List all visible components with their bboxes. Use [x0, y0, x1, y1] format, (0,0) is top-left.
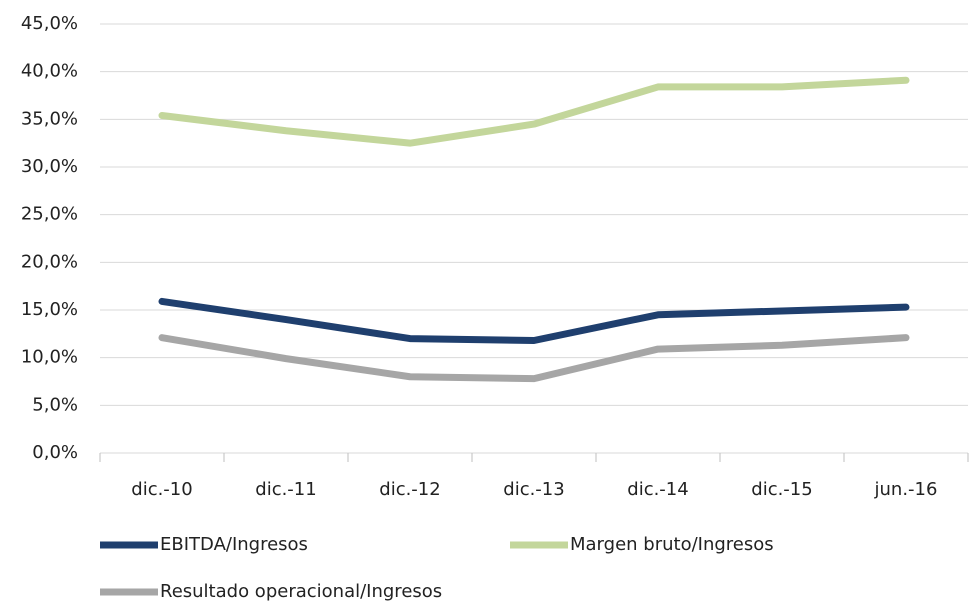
series-line: [158, 297, 910, 345]
y-tick-label: 35,0%: [21, 108, 78, 129]
x-tick-label: dic.-13: [503, 479, 564, 500]
y-tick-label: 20,0%: [21, 251, 78, 272]
y-tick-label: 0,0%: [32, 442, 78, 463]
x-tick-label: dic.-11: [255, 479, 316, 500]
x-tick-label: dic.-12: [379, 479, 440, 500]
legend-label: Margen bruto/Ingresos: [570, 534, 774, 555]
y-tick-label: 15,0%: [21, 299, 78, 320]
x-tick-label: dic.-10: [131, 479, 192, 500]
x-tick-label: dic.-15: [751, 479, 812, 500]
series-line: [158, 334, 910, 383]
y-tick-label: 45,0%: [21, 13, 78, 34]
y-tick-label: 30,0%: [21, 156, 78, 177]
y-tick-label: 25,0%: [21, 204, 78, 225]
legend-label: EBITDA/Ingresos: [160, 534, 308, 555]
y-tick-label: 5,0%: [32, 394, 78, 415]
x-tick-label: jun.-16: [874, 479, 938, 500]
y-tick-label: 10,0%: [21, 347, 78, 368]
series-line: [158, 76, 910, 147]
x-tick-label: dic.-14: [627, 479, 688, 500]
legend-label: Resultado operacional/Ingresos: [160, 581, 442, 602]
y-tick-label: 40,0%: [21, 61, 78, 82]
